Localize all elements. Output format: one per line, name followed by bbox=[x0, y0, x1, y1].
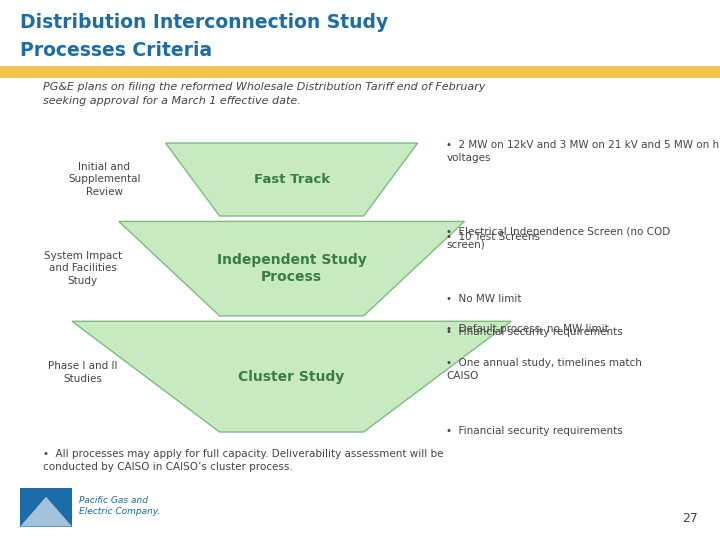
Text: Independent Study
Process: Independent Study Process bbox=[217, 253, 366, 284]
Text: PG&E plans on filing the reformed Wholesale Distribution Tariff end of February
: PG&E plans on filing the reformed Wholes… bbox=[43, 82, 486, 106]
Text: Distribution Interconnection Study: Distribution Interconnection Study bbox=[20, 14, 388, 32]
FancyBboxPatch shape bbox=[0, 66, 720, 78]
Text: •  Default process, no MW limit: • Default process, no MW limit bbox=[446, 324, 609, 334]
Text: Processes Criteria: Processes Criteria bbox=[20, 40, 212, 59]
Text: •  All processes may apply for full capacity. Deliverability assessment will be
: • All processes may apply for full capac… bbox=[43, 449, 444, 472]
Text: •  2 MW on 12kV and 3 MW on 21 kV and 5 MW on higher
voltages: • 2 MW on 12kV and 3 MW on 21 kV and 5 M… bbox=[446, 140, 720, 163]
Text: Fast Track: Fast Track bbox=[253, 173, 330, 186]
Text: Initial and
Supplemental
Review: Initial and Supplemental Review bbox=[68, 162, 140, 197]
Text: •  Electrical Independence Screen (no COD
screen): • Electrical Independence Screen (no COD… bbox=[446, 227, 670, 249]
Text: System Impact
and Facilities
Study: System Impact and Facilities Study bbox=[44, 251, 122, 286]
Text: •  One annual study, timelines match
CAISO: • One annual study, timelines match CAIS… bbox=[446, 358, 642, 381]
Text: Phase I and II
Studies: Phase I and II Studies bbox=[48, 361, 117, 384]
Text: Cluster Study: Cluster Study bbox=[238, 370, 345, 383]
Text: •  10 Test Screens: • 10 Test Screens bbox=[446, 232, 541, 242]
Text: •  Financial security requirements: • Financial security requirements bbox=[446, 426, 623, 436]
Polygon shape bbox=[72, 321, 511, 432]
Polygon shape bbox=[119, 221, 464, 316]
Polygon shape bbox=[166, 143, 418, 216]
Text: Pacific Gas and
Electric Company.: Pacific Gas and Electric Company. bbox=[79, 496, 161, 516]
Text: •  No MW limit: • No MW limit bbox=[446, 294, 522, 304]
Polygon shape bbox=[20, 497, 72, 526]
FancyBboxPatch shape bbox=[20, 488, 72, 526]
Text: 27: 27 bbox=[683, 512, 698, 525]
Text: •  Financial security requirements: • Financial security requirements bbox=[446, 327, 623, 338]
